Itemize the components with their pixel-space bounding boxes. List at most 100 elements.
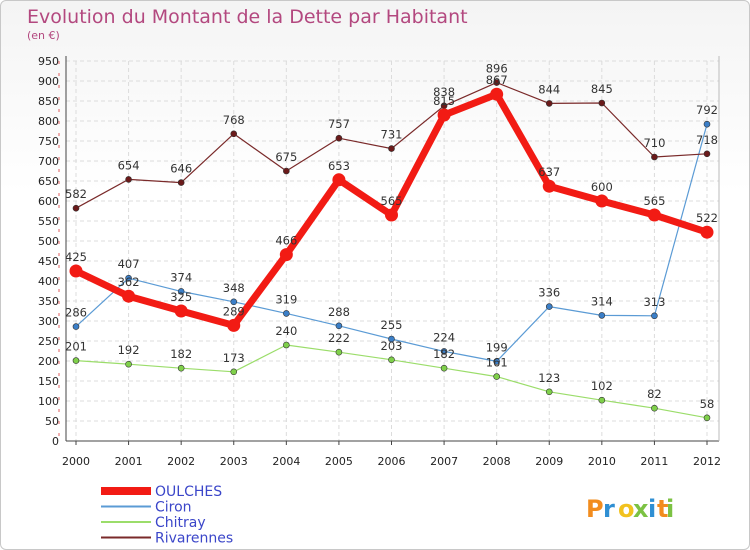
legend-label: Chitray xyxy=(155,515,206,531)
data-point xyxy=(230,298,238,306)
data-point xyxy=(177,364,185,372)
x-tick-label: 2005 xyxy=(325,455,353,468)
y-tick-label: 200 xyxy=(38,355,59,368)
data-label: 161 xyxy=(486,356,508,370)
data-label: 768 xyxy=(223,113,245,127)
data-label: 192 xyxy=(118,343,140,357)
data-point xyxy=(651,153,658,161)
data-point xyxy=(545,303,553,310)
y-tick-label: 850 xyxy=(38,95,59,108)
data-label: 718 xyxy=(696,133,718,147)
data-label: 286 xyxy=(65,306,87,320)
data-point xyxy=(335,134,343,142)
logo-letter: i xyxy=(648,495,656,523)
y-tick-label: 900 xyxy=(38,75,59,88)
y-tick-label: 750 xyxy=(38,135,59,148)
data-label: 58 xyxy=(700,397,715,411)
data-point xyxy=(385,208,398,222)
data-point xyxy=(388,356,395,364)
data-label: 407 xyxy=(118,257,140,271)
data-point xyxy=(493,79,500,86)
y-tick-label: 400 xyxy=(38,275,59,288)
data-label: 313 xyxy=(643,295,665,309)
data-label: 362 xyxy=(118,275,140,289)
y-tick-label: 350 xyxy=(38,295,59,308)
data-label: 815 xyxy=(433,94,455,108)
data-point xyxy=(651,312,658,320)
data-label: 466 xyxy=(275,234,297,248)
x-tick-label: 2006 xyxy=(378,455,406,468)
y-tick-label: 50 xyxy=(45,415,59,428)
data-label: 222 xyxy=(328,331,350,345)
data-point xyxy=(72,323,80,330)
data-label: 173 xyxy=(223,351,245,365)
data-point xyxy=(598,99,606,107)
data-point xyxy=(72,204,80,212)
data-label: 675 xyxy=(275,150,297,164)
data-label: 844 xyxy=(538,82,560,96)
data-label: 82 xyxy=(647,387,662,401)
y-tick-label: 800 xyxy=(38,115,59,128)
data-point xyxy=(125,274,132,282)
data-label: 600 xyxy=(591,180,613,194)
logo-letter: r xyxy=(603,495,615,523)
data-label: 646 xyxy=(170,162,192,176)
data-label: 838 xyxy=(433,85,455,99)
legend-label: Rivarennes xyxy=(155,531,233,547)
data-label: 792 xyxy=(696,103,718,117)
data-point xyxy=(335,322,343,330)
data-label: 289 xyxy=(223,304,245,318)
logo-letter: i xyxy=(666,495,674,523)
data-label: 203 xyxy=(381,339,403,353)
data-point xyxy=(125,360,132,368)
data-labels: 425 362 325 289 466 653 565 815 867 637 600 565 522 2… xyxy=(65,62,718,411)
x-tick-label: 2004 xyxy=(272,455,300,468)
data-point xyxy=(437,108,451,122)
data-point xyxy=(700,225,714,239)
y-tick-label: 650 xyxy=(38,175,59,188)
grid xyxy=(66,60,719,442)
data-label: 314 xyxy=(591,294,613,308)
data-label: 182 xyxy=(170,347,192,361)
y-tick-label: 100 xyxy=(38,395,59,408)
data-point xyxy=(177,179,185,186)
data-label: 374 xyxy=(170,270,192,284)
data-label: 201 xyxy=(65,340,87,354)
data-point xyxy=(595,194,609,208)
data-label: 240 xyxy=(275,324,297,338)
data-point xyxy=(227,318,241,332)
data-point xyxy=(493,373,500,380)
data-point xyxy=(703,150,711,158)
data-label: 845 xyxy=(591,82,613,96)
data-label: 199 xyxy=(486,340,508,354)
y-tick-label: 300 xyxy=(38,315,59,328)
data-point xyxy=(703,120,711,128)
data-point xyxy=(335,348,343,356)
data-label: 288 xyxy=(328,305,350,319)
data-point xyxy=(69,264,83,278)
axes: 0 50 100 150 200 250 300 350 400 450 500 550 600 650 7… xyxy=(38,55,721,468)
x-tick-label: 2008 xyxy=(483,455,511,468)
y-tick-label: 450 xyxy=(38,255,59,268)
data-point xyxy=(545,100,553,107)
y-tick-label: 700 xyxy=(38,155,59,168)
data-point xyxy=(174,304,188,318)
data-label: 653 xyxy=(328,159,350,173)
data-point xyxy=(283,310,290,317)
y-tick-label: 500 xyxy=(38,235,59,248)
data-point xyxy=(542,179,556,193)
legend-label: OULCHES xyxy=(155,484,222,500)
data-point xyxy=(388,335,395,343)
data-point xyxy=(122,289,136,303)
data-point xyxy=(440,348,448,355)
y-tick-label: 600 xyxy=(38,195,59,208)
data-point xyxy=(545,388,553,396)
x-tick-label: 2009 xyxy=(535,455,563,468)
data-label: 255 xyxy=(381,318,403,332)
data-point xyxy=(598,312,606,319)
data-label: 637 xyxy=(538,165,560,179)
